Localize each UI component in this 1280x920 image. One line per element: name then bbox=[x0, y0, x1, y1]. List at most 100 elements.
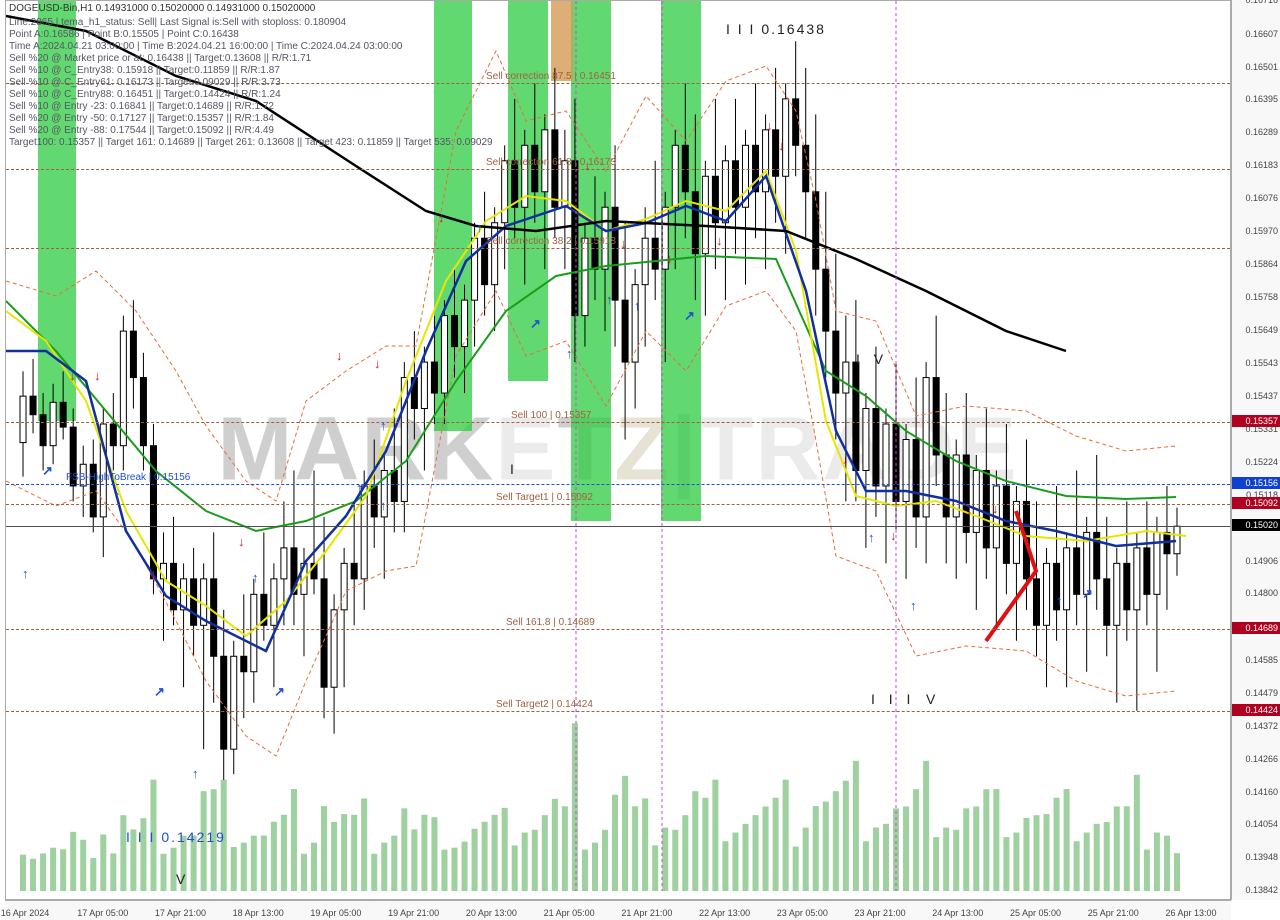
arrow-ne-icon: ↗ bbox=[42, 466, 52, 476]
time-tick: 23 Apr 05:00 bbox=[777, 908, 828, 918]
arrow-down-icon: ↓ bbox=[438, 213, 448, 223]
price-tick: 0.15649 bbox=[1245, 325, 1278, 335]
arrow-ne-icon: ↗ bbox=[684, 311, 694, 321]
price-tick: 0.14054 bbox=[1245, 819, 1278, 829]
price-tick: 0.16501 bbox=[1245, 62, 1278, 72]
arrow-down-icon: ↓ bbox=[94, 371, 104, 381]
arrow-down-icon: ↓ bbox=[966, 505, 976, 515]
time-tick: 17 Apr 21:00 bbox=[155, 908, 206, 918]
info-line: Sell %10 @ C_Entry38: 0.15918 || Target:… bbox=[9, 65, 280, 76]
hline-label: Sell Target1 | 0.15092 bbox=[496, 492, 593, 504]
arrow-ne-icon: ↗ bbox=[274, 687, 284, 697]
hline-label: Sell correction 38.2 | 0.15918 bbox=[486, 236, 616, 248]
time-tick: 19 Apr 21:00 bbox=[388, 908, 439, 918]
chart-title: DOGEUSD-Bin,H1 0.14931000 0.15020000 0.1… bbox=[9, 3, 315, 14]
price-marker: 0.14689 bbox=[1232, 622, 1280, 634]
price-tick: 0.16183 bbox=[1245, 160, 1278, 170]
chart-container: MARKETZ|TRADE Sell correction 87.5 | 0.1… bbox=[0, 0, 1280, 920]
horizontal-line bbox=[6, 422, 1230, 423]
arrow-down-icon: ↓ bbox=[69, 371, 79, 381]
arrow-up-icon: ↑ bbox=[606, 295, 616, 305]
info-line: Sell %10 @ Entry -23: 0.16841 || Target:… bbox=[9, 101, 274, 112]
arrow-up-icon: ↑ bbox=[476, 223, 486, 233]
horizontal-line bbox=[6, 504, 1230, 505]
info-line: Sell %10 @ C_Entry88: 0.16451 || Target:… bbox=[9, 89, 281, 100]
info-line: Sell %20 @ Entry -88: 0.17544 || Target:… bbox=[9, 125, 274, 136]
hline-label: FSB-HighToBreak | 0.15156 bbox=[66, 472, 190, 484]
price-tick: 0.13842 bbox=[1245, 885, 1278, 895]
arrow-down-icon: ↓ bbox=[992, 504, 1002, 514]
hline-label: Sell 100 | 0.15357 bbox=[511, 410, 591, 422]
chart-area[interactable]: MARKETZ|TRADE Sell correction 87.5 | 0.1… bbox=[5, 0, 1231, 900]
arrow-down-icon: ↓ bbox=[778, 141, 788, 151]
time-tick: 26 Apr 13:00 bbox=[1165, 908, 1216, 918]
arrow-down-icon: ↓ bbox=[716, 236, 726, 246]
price-tick: 0.14800 bbox=[1245, 588, 1278, 598]
price-tick: 0.13948 bbox=[1245, 852, 1278, 862]
time-tick: 18 Apr 13:00 bbox=[233, 908, 284, 918]
arrow-up-icon: ↑ bbox=[114, 491, 124, 501]
arrow-down-icon: ↓ bbox=[666, 254, 676, 264]
time-tick: 22 Apr 13:00 bbox=[699, 908, 750, 918]
price-tick: 0.16716 bbox=[1245, 0, 1278, 5]
time-tick: 21 Apr 05:00 bbox=[544, 908, 595, 918]
wave-label: V bbox=[926, 691, 940, 707]
arrow-ne-icon: ↗ bbox=[530, 319, 540, 329]
price-tick: 0.15437 bbox=[1245, 391, 1278, 401]
arrow-down-icon: ↓ bbox=[336, 351, 346, 361]
price-marker: 0.15357 bbox=[1232, 415, 1280, 427]
arrow-down-icon: ↓ bbox=[374, 359, 384, 369]
info-line: Target100: 0.15357 || Target 161: 0.1468… bbox=[9, 137, 493, 148]
arrow-down-icon: ↓ bbox=[890, 531, 900, 541]
info-line: Sell %20 @ Market price or at: 0.16438 |… bbox=[9, 53, 311, 64]
price-tick: 0.16076 bbox=[1245, 193, 1278, 203]
time-tick: 24 Apr 13:00 bbox=[932, 908, 983, 918]
info-line: Point A:0.16586 | Point B:0.15505 | Poin… bbox=[9, 29, 239, 40]
time-axis: 16 Apr 202417 Apr 05:0017 Apr 21:0018 Ap… bbox=[5, 900, 1231, 920]
info-line: Sell %10 @ C_Entry61: 0.16173 || Target:… bbox=[9, 77, 281, 88]
wave-label: I I I bbox=[871, 691, 915, 707]
arrow-down-icon: ↓ bbox=[766, 121, 776, 131]
price-tick: 0.14585 bbox=[1245, 655, 1278, 665]
chart-svg bbox=[6, 1, 1232, 901]
price-tick: 0.15543 bbox=[1245, 358, 1278, 368]
price-tick: 0.14266 bbox=[1245, 754, 1278, 764]
price-tick: 0.14160 bbox=[1245, 787, 1278, 797]
price-marker: 0.15020 bbox=[1232, 519, 1280, 531]
price-marker: 0.15092 bbox=[1232, 497, 1280, 509]
arrow-down-icon: ↓ bbox=[584, 161, 594, 171]
arrow-up-icon: ↑ bbox=[634, 301, 644, 311]
hline-label: Sell correction 61.8 | 0.16173 bbox=[486, 157, 616, 169]
price-tick: 0.16607 bbox=[1245, 29, 1278, 39]
wave-label: I I I 0.16438 bbox=[726, 21, 826, 37]
arrow-up-icon: ↑ bbox=[380, 421, 390, 431]
arrow-up-icon: ↑ bbox=[868, 533, 878, 543]
info-line: Line:2865 | tema_h1_status: Sell| Last S… bbox=[9, 17, 346, 28]
wave-label: I I I 0.14219 bbox=[126, 829, 226, 845]
hline-label: Sell correction 87.5 | 0.16451 bbox=[486, 71, 616, 83]
time-tick: 16 Apr 2024 bbox=[1, 908, 50, 918]
arrow-down-icon: ↓ bbox=[150, 569, 160, 579]
arrow-up-icon: ↑ bbox=[192, 769, 202, 779]
price-tick: 0.14906 bbox=[1245, 556, 1278, 566]
hline-label: Sell Target2 | 0.14424 bbox=[496, 699, 593, 711]
horizontal-line bbox=[6, 484, 1230, 485]
horizontal-line bbox=[6, 526, 1230, 527]
arrow-down-icon: ↓ bbox=[620, 239, 630, 249]
wave-label: V bbox=[176, 871, 190, 887]
info-line: Sell %20 @ Entry -50: 0.17127 || Target:… bbox=[9, 113, 274, 124]
horizontal-line bbox=[6, 711, 1230, 712]
price-tick: 0.16289 bbox=[1245, 127, 1278, 137]
arrow-up-icon: ↑ bbox=[380, 501, 390, 511]
price-marker: 0.15156 bbox=[1232, 477, 1280, 489]
time-tick: 25 Apr 05:00 bbox=[1010, 908, 1061, 918]
time-tick: 19 Apr 05:00 bbox=[310, 908, 361, 918]
price-tick: 0.15758 bbox=[1245, 292, 1278, 302]
arrow-up-icon: ↑ bbox=[910, 601, 920, 611]
arrow-up-icon: ↑ bbox=[1056, 596, 1066, 606]
horizontal-line bbox=[6, 629, 1230, 630]
arrow-down-icon: ↓ bbox=[842, 455, 852, 465]
price-marker: 0.14424 bbox=[1232, 704, 1280, 716]
price-tick: 0.15864 bbox=[1245, 259, 1278, 269]
arrow-up-icon: ↑ bbox=[356, 483, 366, 493]
